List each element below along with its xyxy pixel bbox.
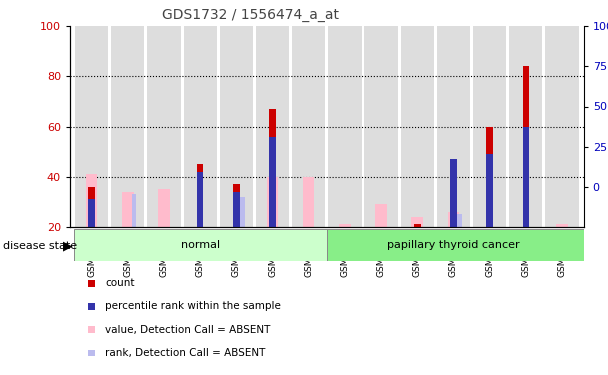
Bar — [88, 187, 95, 227]
Bar — [197, 164, 204, 227]
Bar — [339, 224, 351, 227]
Text: papillary thyroid cancer: papillary thyroid cancer — [387, 240, 520, 250]
Bar — [447, 212, 459, 227]
Bar — [375, 204, 387, 227]
Bar — [111, 26, 145, 227]
Text: normal: normal — [181, 240, 219, 250]
Bar — [86, 174, 97, 227]
Bar — [75, 26, 108, 227]
Bar — [233, 184, 240, 227]
Bar — [328, 26, 362, 227]
Bar — [184, 26, 217, 227]
Text: disease state: disease state — [3, 241, 77, 250]
Text: ▶: ▶ — [63, 239, 73, 252]
Bar — [303, 177, 314, 227]
Bar — [158, 189, 170, 227]
Bar — [437, 26, 470, 227]
Bar — [197, 172, 204, 227]
Text: value, Detection Call = ABSENT: value, Detection Call = ABSENT — [105, 325, 271, 334]
Bar — [327, 229, 584, 261]
Bar — [122, 192, 134, 227]
Bar — [88, 199, 95, 227]
Bar — [74, 229, 327, 261]
Bar — [556, 224, 568, 227]
Bar — [401, 26, 434, 227]
Bar — [292, 26, 325, 227]
Text: percentile rank within the sample: percentile rank within the sample — [105, 302, 281, 311]
Bar — [522, 127, 529, 227]
Bar — [364, 26, 398, 227]
Bar — [269, 136, 276, 227]
Text: rank, Detection Call = ABSENT: rank, Detection Call = ABSENT — [105, 348, 266, 358]
Bar — [509, 26, 542, 227]
Bar — [147, 26, 181, 227]
Bar — [486, 127, 493, 227]
Bar — [233, 192, 240, 227]
Bar — [256, 26, 289, 227]
Bar — [412, 217, 423, 227]
Text: count: count — [105, 278, 135, 288]
Bar — [414, 224, 421, 227]
Bar — [269, 109, 276, 227]
Bar — [473, 26, 506, 227]
Bar — [267, 177, 278, 227]
Bar — [545, 26, 579, 227]
Bar — [457, 214, 462, 227]
Bar — [240, 197, 245, 227]
Bar — [219, 26, 253, 227]
Bar — [450, 159, 457, 227]
Text: GDS1732 / 1556474_a_at: GDS1732 / 1556474_a_at — [162, 9, 339, 22]
Bar — [522, 66, 529, 227]
Bar — [131, 194, 136, 227]
Bar — [486, 154, 493, 227]
